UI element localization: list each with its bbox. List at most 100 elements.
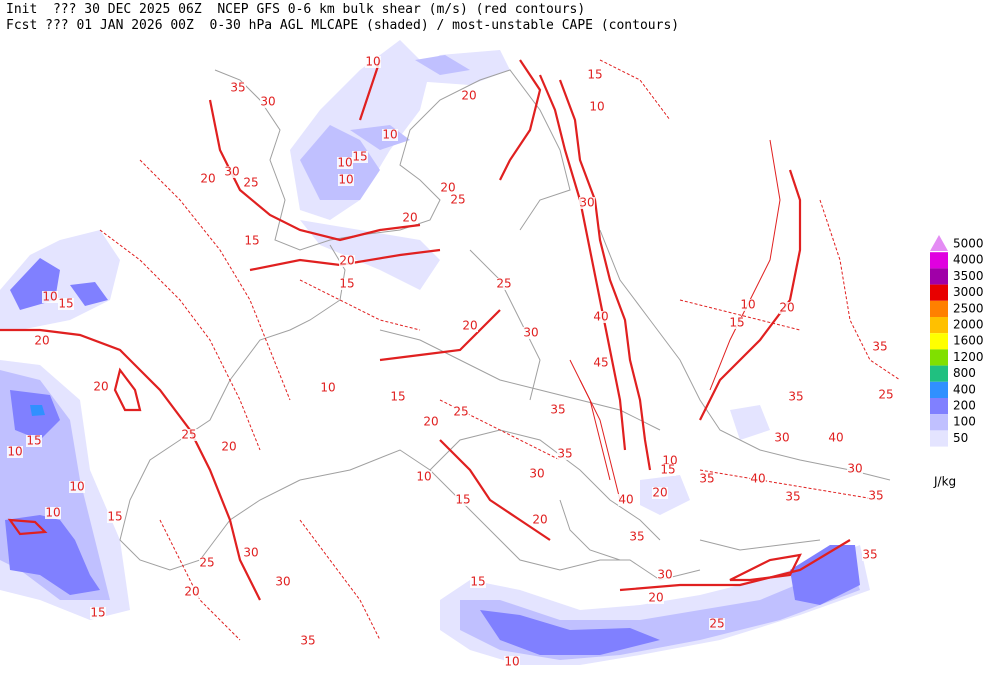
contour-label: 15 — [339, 277, 354, 291]
label-bg — [382, 129, 398, 141]
contour-label: 30 — [774, 431, 789, 445]
contour-label: 30 — [579, 196, 594, 210]
label-bg — [260, 96, 276, 108]
label-bg — [45, 507, 61, 519]
contour-label: 35 — [868, 489, 883, 503]
legend-swatch — [930, 365, 948, 382]
contour-label: 20 — [402, 211, 417, 225]
contour-label: 25 — [199, 556, 214, 570]
contour-label: 40 — [618, 493, 633, 507]
label-bg — [504, 656, 520, 668]
contour-label: 10 — [7, 445, 22, 459]
contour-label: 20 — [339, 254, 354, 268]
contour-label: 10 — [382, 128, 397, 142]
label-bg — [7, 446, 23, 458]
label-bg — [34, 335, 50, 347]
contour-label: 30 — [260, 95, 275, 109]
contour-label: 15 — [26, 434, 41, 448]
legend-label: 5000 — [953, 237, 984, 251]
contour-label: 20 — [184, 585, 199, 599]
legend-unit: J/kg — [933, 475, 956, 489]
contour-label: 15 — [58, 297, 73, 311]
contour-label: 25 — [496, 277, 511, 291]
contour-label: 20 — [532, 513, 547, 527]
contour-label: 40 — [750, 472, 765, 486]
contour-label: 15 — [470, 575, 485, 589]
label-bg — [648, 592, 664, 604]
legend-swatch — [930, 414, 948, 431]
contour-label: 25 — [709, 617, 724, 631]
contour-label: 15 — [90, 606, 105, 620]
contour-label: 20 — [200, 172, 215, 186]
label-bg — [660, 464, 676, 476]
contour-label: 30 — [657, 568, 672, 582]
label-bg — [352, 151, 368, 163]
label-bg — [93, 381, 109, 393]
contour-label: 10 — [69, 480, 84, 494]
label-bg — [828, 432, 844, 444]
label-bg — [657, 569, 673, 581]
label-bg — [872, 341, 888, 353]
label-bg — [589, 101, 605, 113]
legend-label: 100 — [953, 415, 976, 429]
legend-label: 2000 — [953, 318, 984, 332]
label-bg — [740, 299, 756, 311]
label-bg — [785, 491, 801, 503]
label-bg — [878, 389, 894, 401]
contour-label: 30 — [243, 546, 258, 560]
contour-label: 25 — [453, 405, 468, 419]
contour-label: 15 — [587, 68, 602, 82]
contour-label: 20 — [648, 591, 663, 605]
label-bg — [470, 576, 486, 588]
contour-label: 35 — [872, 340, 887, 354]
contour-label: 25 — [450, 193, 465, 207]
legend: 5000 4000 3500 3000 2500 2000 1600 1200 800 400 20… — [930, 235, 984, 447]
header-line: Init ??? 30 DEC 2025 06Z NCEP GFS 0-6 km… — [6, 2, 585, 17]
label-bg — [862, 549, 878, 561]
legend-swatch — [930, 317, 948, 334]
contour-label: 30 — [529, 467, 544, 481]
label-bg — [42, 291, 58, 303]
contour-label: 10 — [320, 381, 335, 395]
label-bg — [275, 576, 291, 588]
label-bg — [338, 174, 354, 186]
contour-label: 35 — [699, 472, 714, 486]
label-bg — [523, 327, 539, 339]
contour-label: 35 — [862, 548, 877, 562]
contour-label: 10 — [45, 506, 60, 520]
legend-label: 3500 — [953, 269, 984, 283]
legend-swatch — [930, 333, 948, 350]
label-bg — [532, 514, 548, 526]
contour-label: 35 — [629, 530, 644, 544]
label-bg — [699, 473, 715, 485]
label-bg — [496, 278, 512, 290]
label-bg — [788, 391, 804, 403]
legend-swatch — [930, 300, 948, 317]
legend-swatch — [930, 398, 948, 415]
label-bg — [593, 357, 609, 369]
contour-label: 20 — [652, 486, 667, 500]
contour-label: 15 — [660, 463, 675, 477]
label-bg — [221, 441, 237, 453]
label-bg — [709, 618, 725, 630]
legend-label: 800 — [953, 366, 976, 380]
legend-label: 3000 — [953, 285, 984, 299]
shear-contours — [0, 59, 901, 641]
label-bg — [58, 298, 74, 310]
legend-swatch — [930, 235, 948, 251]
label-bg — [416, 471, 432, 483]
legend-swatch — [930, 381, 948, 398]
contour-label: 15 — [455, 493, 470, 507]
label-bg — [320, 382, 336, 394]
label-bg — [774, 432, 790, 444]
label-bg — [300, 635, 316, 647]
label-bg — [26, 435, 42, 447]
label-bg — [402, 212, 418, 224]
label-bg — [224, 166, 240, 178]
label-bg — [181, 429, 197, 441]
label-bg — [423, 416, 439, 428]
legend-label: 200 — [953, 399, 976, 413]
legend-swatch — [930, 349, 948, 366]
contour-label: 20 — [779, 301, 794, 315]
legend-swatch — [930, 430, 948, 447]
